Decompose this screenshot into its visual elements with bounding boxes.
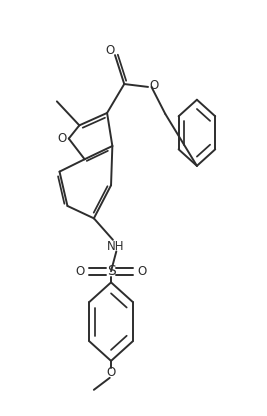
Text: O: O: [76, 265, 85, 278]
Text: O: O: [107, 366, 116, 379]
Text: NH: NH: [107, 240, 124, 253]
Text: O: O: [137, 265, 147, 278]
Text: O: O: [57, 132, 67, 145]
Text: O: O: [105, 45, 114, 57]
Text: S: S: [107, 264, 115, 278]
Text: O: O: [149, 79, 159, 92]
